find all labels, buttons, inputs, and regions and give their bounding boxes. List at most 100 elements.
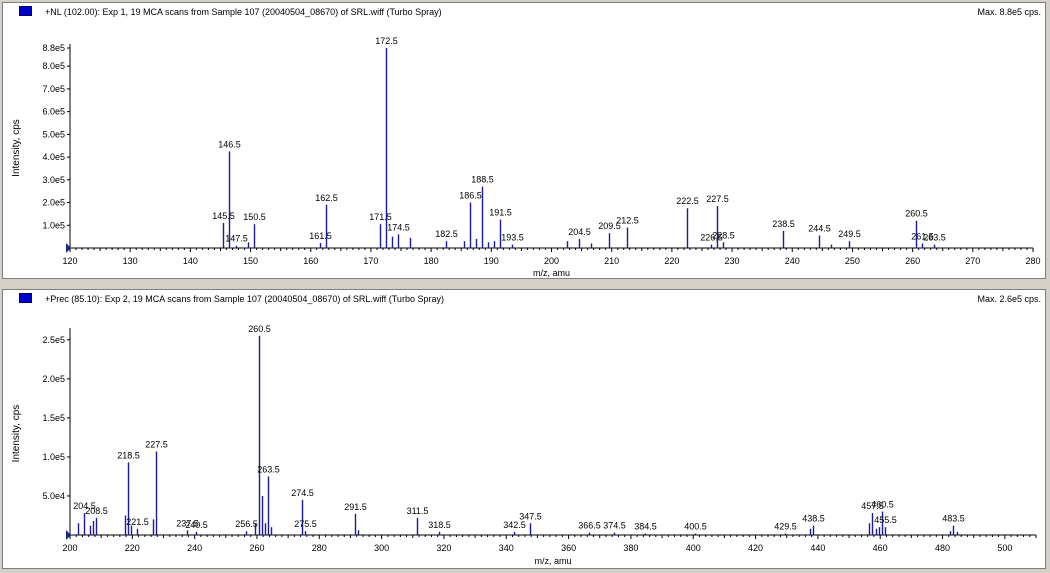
y-tick-label: 2.0e5 xyxy=(42,374,65,384)
peak-label: 145.5 xyxy=(212,211,235,221)
y-tick-label: 7.0e5 xyxy=(42,84,65,94)
x-tick-label: 340 xyxy=(499,543,514,553)
y-tick-label: 8.8e5 xyxy=(42,43,65,53)
peak-label: 384.5 xyxy=(634,521,657,531)
peak-label: 188.5 xyxy=(471,175,494,185)
baseline-marker-icon xyxy=(66,530,71,540)
x-tick-label: 130 xyxy=(123,256,138,266)
y-tick-label: 8.0e5 xyxy=(42,61,65,71)
peak-label: 227.5 xyxy=(145,439,168,449)
peak-label: 193.5 xyxy=(501,233,524,243)
x-tick-label: 250 xyxy=(845,256,860,266)
y-tick-label: 5.0e5 xyxy=(42,129,65,139)
peak-label: 455.5 xyxy=(874,515,897,525)
y-tick-label: 1.0e5 xyxy=(42,220,65,230)
peak-label: 400.5 xyxy=(684,521,707,531)
y-tick-label: 6.0e5 xyxy=(42,107,65,117)
spectrum-title: +Prec (85.10): Exp 2, 19 MCA scans from … xyxy=(45,294,444,304)
x-tick-label: 210 xyxy=(604,256,619,266)
spectrum-plot-nl[interactable]: 120 130 140 150 160 170 180 190 200 210 220 230 240 2… xyxy=(3,3,1045,278)
peak-label: 366.5 xyxy=(578,521,601,531)
y-tick-label: 4.0e5 xyxy=(42,152,65,162)
x-tick-label: 460 xyxy=(873,543,888,553)
peak-label: 161.5 xyxy=(309,231,332,241)
peak-label: 256.5 xyxy=(235,519,258,529)
panel-header: +Prec (85.10): Exp 2, 19 MCA scans from … xyxy=(3,290,1045,308)
baseline-marker-icon xyxy=(66,243,71,253)
peak-label: 204.5 xyxy=(568,227,591,237)
peak-label: 212.5 xyxy=(616,216,639,226)
x-tick-label: 260 xyxy=(905,256,920,266)
sample-color-marker-icon xyxy=(19,293,32,303)
x-tick-label: 440 xyxy=(810,543,825,553)
x-tick-label: 420 xyxy=(748,543,763,553)
peak-label: 146.5 xyxy=(218,139,241,149)
peak-label: 347.5 xyxy=(519,511,542,521)
peak-label: 171.5 xyxy=(369,212,392,222)
x-tick-label: 360 xyxy=(561,543,576,553)
peak-label: 263.5 xyxy=(257,464,280,474)
peak-label: 147.5 xyxy=(225,234,248,244)
peak-label: 260.5 xyxy=(248,324,271,334)
peak-label: 182.5 xyxy=(435,229,458,239)
max-intensity-label: Max. 8.8e5 cps. xyxy=(977,7,1041,17)
peak-label: 226.5 xyxy=(700,233,723,243)
x-tick-label: 220 xyxy=(664,256,679,266)
peak-label: 150.5 xyxy=(243,212,266,222)
y-axis-title: Intensity, cps xyxy=(11,119,22,177)
x-tick-label: 500 xyxy=(997,543,1012,553)
peak-label: 318.5 xyxy=(428,520,451,530)
peak-label: 174.5 xyxy=(387,222,410,232)
peak-label: 240.5 xyxy=(185,520,208,530)
y-tick-label: 1.0e5 xyxy=(42,452,65,462)
x-tick-label: 120 xyxy=(62,256,77,266)
peak-label: 260.5 xyxy=(905,209,928,219)
sample-color-marker-icon xyxy=(19,6,32,16)
peak-label: 249.5 xyxy=(838,229,861,239)
panel-header: +NL (102.00): Exp 1, 19 MCA scans from S… xyxy=(3,3,1045,21)
spectrum-plot-prec[interactable]: 200 220 240 260 280 300 320 340 360 380 400 420 440 4… xyxy=(3,290,1045,568)
x-axis-title: m/z, amu xyxy=(534,556,571,566)
y-tick-label: 2.0e5 xyxy=(42,198,65,208)
x-tick-label: 150 xyxy=(243,256,258,266)
x-axis-title: m/z, amu xyxy=(533,268,570,278)
x-tick-label: 180 xyxy=(424,256,439,266)
x-tick-label: 220 xyxy=(125,543,140,553)
peak-label: 221.5 xyxy=(126,517,149,527)
x-tick-label: 260 xyxy=(249,543,264,553)
x-tick-label: 140 xyxy=(183,256,198,266)
peak-label: 218.5 xyxy=(117,450,140,460)
peak-label: 460.5 xyxy=(871,500,894,510)
x-tick-label: 320 xyxy=(436,543,451,553)
x-tick-label: 230 xyxy=(725,256,740,266)
peak-label: 342.5 xyxy=(503,520,526,530)
max-intensity-label: Max. 2.6e5 cps. xyxy=(977,294,1041,304)
peak-label: 228.5 xyxy=(712,230,735,240)
peak-label: 275.5 xyxy=(294,519,317,529)
x-tick-label: 300 xyxy=(374,543,389,553)
x-tick-label: 240 xyxy=(785,256,800,266)
x-tick-label: 380 xyxy=(623,543,638,553)
peak-label: 438.5 xyxy=(802,514,825,524)
x-tick-label: 280 xyxy=(312,543,327,553)
peak-label: 208.5 xyxy=(85,506,108,516)
peak-label: 227.5 xyxy=(706,194,729,204)
spectrum-title: +NL (102.00): Exp 1, 19 MCA scans from S… xyxy=(45,7,442,17)
peak-label: 172.5 xyxy=(375,36,398,46)
peak-label: 291.5 xyxy=(344,502,367,512)
spectrum-panel-prec: +Prec (85.10): Exp 2, 19 MCA scans from … xyxy=(2,289,1046,569)
spectrum-panel-nl: +NL (102.00): Exp 1, 19 MCA scans from S… xyxy=(2,2,1046,279)
peak-label: 204.5 xyxy=(73,501,96,511)
peak-label: 263.5 xyxy=(923,233,946,243)
y-tick-label: 3.0e5 xyxy=(42,175,65,185)
peak-label: 238.5 xyxy=(772,219,795,229)
peak-label: 483.5 xyxy=(942,514,965,524)
x-tick-label: 400 xyxy=(686,543,701,553)
peak-label: 244.5 xyxy=(808,224,831,234)
x-tick-label: 170 xyxy=(363,256,378,266)
peak-label: 162.5 xyxy=(315,193,338,203)
x-tick-label: 480 xyxy=(935,543,950,553)
x-tick-label: 270 xyxy=(965,256,980,266)
peak-label: 237.5 xyxy=(176,518,199,528)
y-axis-title: Intensity, cps xyxy=(11,405,22,463)
